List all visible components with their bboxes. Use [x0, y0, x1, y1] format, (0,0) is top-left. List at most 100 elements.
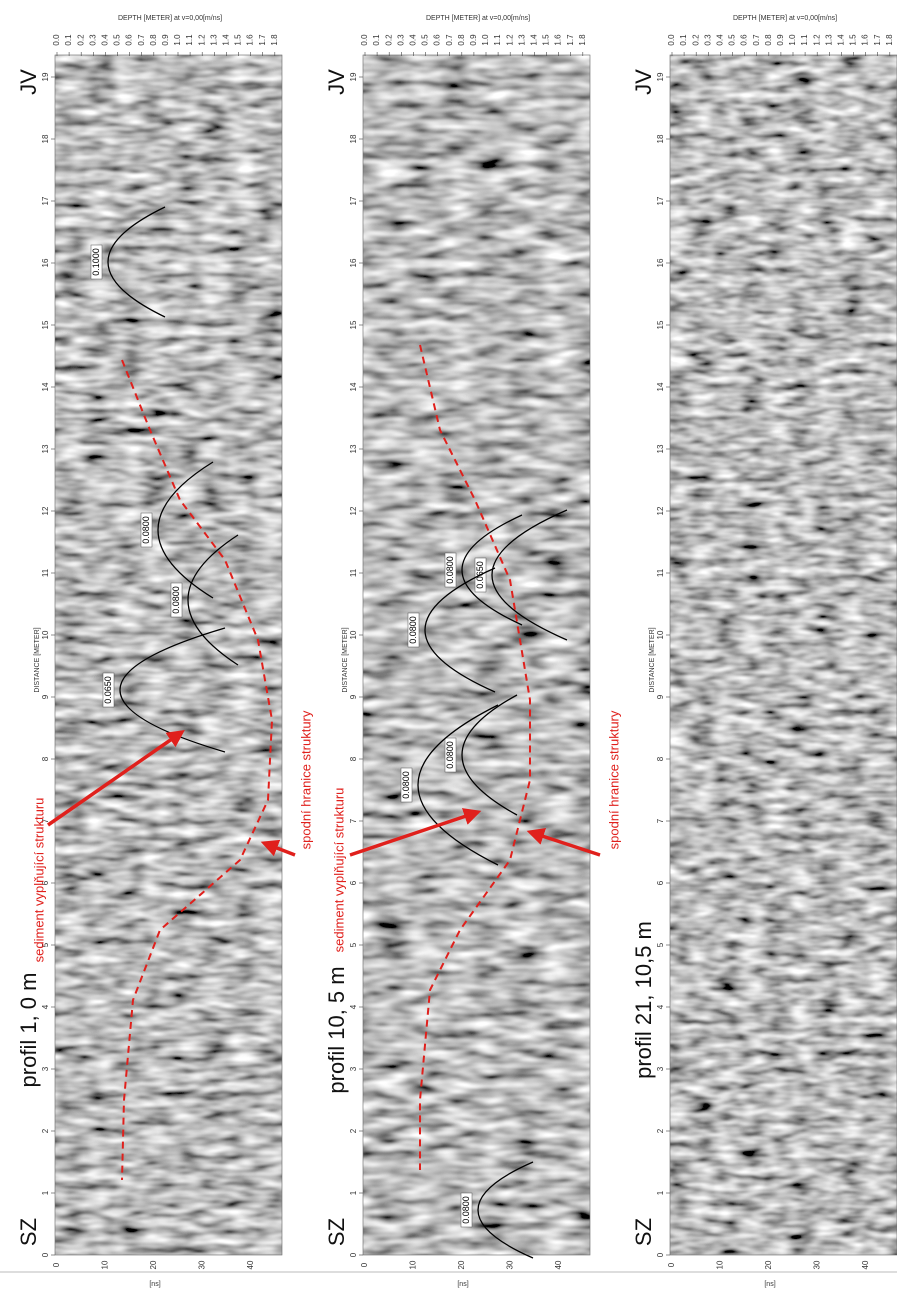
- hyperbola-label-bg: [90, 244, 103, 280]
- distance-tick-label: 18: [349, 134, 358, 143]
- distance-tick-label: 17: [41, 196, 50, 205]
- distance-tick-label: 0: [41, 1252, 50, 1257]
- distance-tick-label: 8: [656, 756, 665, 761]
- depth-tick-label: 0.5: [421, 34, 430, 46]
- annotation-arrow: [260, 839, 296, 857]
- depth-tick-label: 0.7: [445, 34, 454, 46]
- radargram-image: [363, 55, 590, 1255]
- distance-tick-label: 13: [349, 444, 358, 453]
- distance-tick-label: 11: [656, 568, 665, 577]
- distance-tick-label: 7: [656, 818, 665, 823]
- distance-tick-label: 4: [41, 1004, 50, 1009]
- distance-tick-label: 5: [349, 942, 358, 947]
- distance-tick-label: 12: [41, 506, 50, 515]
- distance-tick-label: 2: [656, 1128, 665, 1133]
- time-axis-title: [ns]: [149, 1281, 160, 1288]
- time-tick-label: 20: [764, 1260, 773, 1269]
- distance-tick-label: 10: [349, 630, 358, 639]
- distance-tick-label: 2: [41, 1128, 50, 1133]
- depth-tick-label: 0.6: [125, 34, 134, 46]
- time-axis-title: [ns]: [457, 1281, 468, 1288]
- distance-tick-label: 2: [349, 1128, 358, 1133]
- time-tick-label: 10: [409, 1260, 418, 1269]
- depth-tick-label: 1.0: [173, 34, 182, 46]
- distance-tick-label: 10: [41, 630, 50, 639]
- radargram-image: [55, 55, 282, 1255]
- radargram-panel: [666, 52, 897, 1256]
- depth-tick-label: 0.1: [372, 34, 381, 46]
- depth-tick-label: 0.6: [433, 34, 442, 46]
- radargram-image: [670, 55, 897, 1255]
- depth-tick-label: 1.4: [222, 34, 231, 46]
- depth-tick-label: 1.3: [517, 34, 526, 46]
- annotation: sediment vyplňující strukturu: [331, 788, 346, 953]
- annotation: spodní hranice struktury: [298, 710, 313, 849]
- image-frame: [362, 54, 591, 1256]
- depth-tick-label: 1.8: [270, 34, 279, 46]
- time-axis-title: [ns]: [764, 1281, 775, 1288]
- end-label: JV: [16, 69, 41, 95]
- depth-tick-label: 0.2: [691, 34, 700, 46]
- hyperbola-label: 0.0650: [475, 561, 485, 589]
- profile-label: profil 21, 10,5 m: [631, 921, 656, 1079]
- distance-tick-label: 16: [349, 258, 358, 267]
- distance-tick-label: 13: [41, 444, 50, 453]
- distance-tick-label: 19: [349, 72, 358, 81]
- hyperbola: [424, 567, 496, 693]
- distance-tick-label: 17: [656, 196, 665, 205]
- distance-tick-label: 6: [656, 880, 665, 885]
- distance-tick-label: 16: [656, 258, 665, 267]
- distance-tick-label: 19: [656, 72, 665, 81]
- hyperbola-label: 0.0800: [141, 516, 151, 544]
- distance-tick-label: 12: [349, 506, 358, 515]
- distance-tick-label: 11: [349, 568, 358, 577]
- depth-tick-label: 0.0: [667, 34, 676, 46]
- depth-tick-label: 1.4: [530, 34, 539, 46]
- hyperbola-label-bg: [444, 737, 457, 773]
- distance-tick-label: 7: [349, 818, 358, 823]
- depth-tick-label: 0.8: [457, 34, 466, 46]
- hyperbola-label: 0.0800: [401, 771, 411, 799]
- depth-tick-label: 0.9: [469, 34, 478, 46]
- hyperbola: [461, 514, 523, 626]
- radargram-panel: [47, 52, 296, 1256]
- distance-tick-label: 15: [656, 320, 665, 329]
- time-tick-label: 40: [861, 1260, 870, 1269]
- time-tick-label: 10: [101, 1260, 110, 1269]
- depth-tick-label: 0.1: [679, 34, 688, 46]
- hyperbola: [107, 206, 166, 318]
- depth-tick-label: 0.3: [703, 34, 712, 46]
- depth-tick-label: 1.6: [861, 34, 870, 46]
- start-label: SZ: [16, 1218, 41, 1246]
- depth-tick-label: 0.0: [360, 34, 369, 46]
- distance-tick-label: 5: [656, 942, 665, 947]
- time-tick-label: 40: [246, 1260, 255, 1269]
- depth-tick-label: 1.6: [554, 34, 563, 46]
- depth-tick-label: 1.3: [209, 34, 218, 46]
- depth-tick-label: 0.3: [396, 34, 405, 46]
- distance-tick-label: 8: [349, 756, 358, 761]
- depth-tick-label: 0.2: [384, 34, 393, 46]
- image-frame: [54, 54, 283, 1256]
- distance-tick-label: 3: [349, 1066, 358, 1071]
- depth-tick-label: 0.0: [52, 34, 61, 46]
- annotation-arrow: [526, 828, 601, 857]
- hyperbola-label-bg: [400, 767, 413, 803]
- depth-tick-label: 1.5: [849, 34, 858, 46]
- distance-tick-label: 4: [349, 1004, 358, 1009]
- depth-tick-label: 1.2: [812, 34, 821, 46]
- time-tick-label: 0: [360, 1262, 369, 1267]
- depth-tick-label: 1.2: [197, 34, 206, 46]
- distance-tick-label: 8: [41, 756, 50, 761]
- distance-tick-label: 1: [41, 1190, 50, 1195]
- hyperbola-label: 0.0800: [171, 586, 181, 614]
- depth-tick-label: 0.6: [740, 34, 749, 46]
- annotation-arrow: [349, 808, 482, 857]
- depth-tick-label: 1.5: [234, 34, 243, 46]
- distance-tick-label: 9: [656, 694, 665, 699]
- structure-boundary: [121, 359, 274, 1181]
- time-tick-label: 40: [554, 1260, 563, 1269]
- depth-tick-label: 0.2: [76, 34, 85, 46]
- distance-tick-label: 18: [656, 134, 665, 143]
- distance-tick-label: 11: [41, 568, 50, 577]
